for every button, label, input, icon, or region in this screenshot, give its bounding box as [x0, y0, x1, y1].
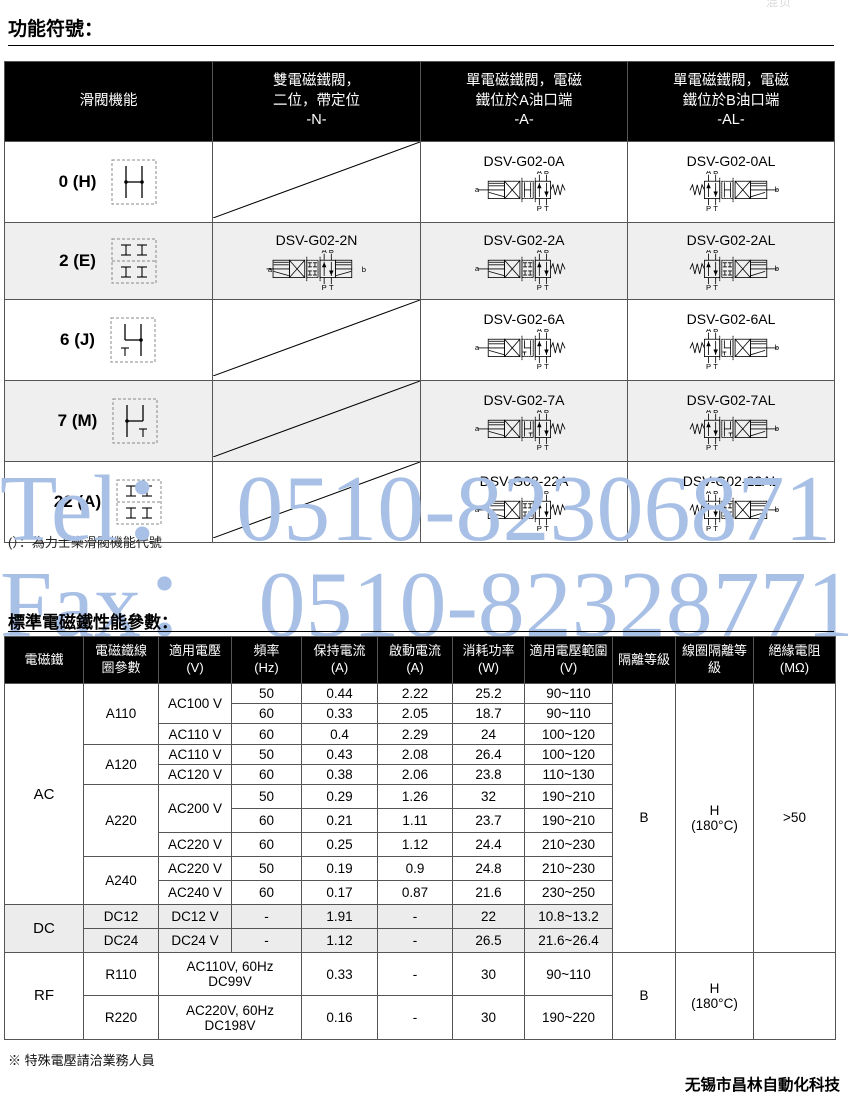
- svg-text:B: B: [544, 329, 549, 334]
- svg-text:P: P: [706, 283, 711, 292]
- svg-text:b: b: [775, 343, 779, 352]
- svg-text:T: T: [713, 204, 718, 213]
- svg-text:b: b: [775, 264, 779, 273]
- svg-text:A: A: [706, 250, 712, 255]
- svg-text:P: P: [537, 362, 542, 371]
- svg-text:A: A: [537, 329, 543, 334]
- svg-text:T: T: [328, 283, 333, 292]
- svg-text:b: b: [361, 265, 365, 274]
- svg-text:A: A: [706, 410, 712, 415]
- svg-text:a: a: [475, 343, 480, 352]
- svg-text:A: A: [706, 329, 712, 334]
- svg-text:T: T: [544, 283, 549, 292]
- svg-text:P: P: [537, 204, 542, 213]
- svg-text:P: P: [706, 204, 711, 213]
- svg-text:T: T: [713, 283, 718, 292]
- svg-text:A: A: [537, 250, 543, 255]
- svg-text:P: P: [706, 362, 711, 371]
- svg-text:A: A: [537, 171, 543, 176]
- svg-text:a: a: [267, 265, 272, 274]
- svg-text:B: B: [328, 250, 333, 255]
- svg-text:T: T: [713, 362, 718, 371]
- svg-text:a: a: [475, 185, 480, 194]
- svg-text:A: A: [321, 250, 327, 255]
- svg-text:a: a: [475, 264, 480, 273]
- svg-text:P: P: [321, 283, 326, 292]
- svg-text:T: T: [544, 362, 549, 371]
- svg-text:A: A: [537, 410, 543, 415]
- svg-text:B: B: [713, 171, 718, 176]
- svg-text:A: A: [706, 171, 712, 176]
- svg-text:B: B: [544, 250, 549, 255]
- svg-text:B: B: [713, 329, 718, 334]
- svg-text:T: T: [544, 204, 549, 213]
- svg-text:B: B: [544, 410, 549, 415]
- svg-text:B: B: [713, 250, 718, 255]
- svg-text:b: b: [775, 185, 779, 194]
- svg-text:B: B: [544, 171, 549, 176]
- svg-text:B: B: [713, 410, 718, 415]
- svg-text:P: P: [537, 283, 542, 292]
